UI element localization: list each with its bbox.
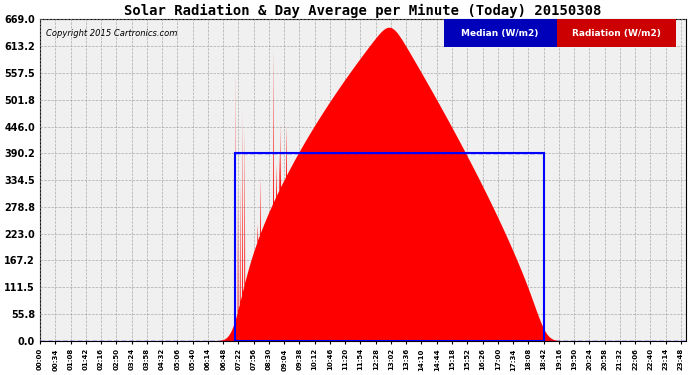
- Title: Solar Radiation & Day Average per Minute (Today) 20150308: Solar Radiation & Day Average per Minute…: [124, 4, 602, 18]
- FancyBboxPatch shape: [557, 20, 676, 47]
- Bar: [235, 153, 544, 340]
- Text: Copyright 2015 Cartronics.com: Copyright 2015 Cartronics.com: [46, 29, 178, 38]
- FancyBboxPatch shape: [444, 20, 557, 47]
- Text: Median (W/m2): Median (W/m2): [462, 28, 539, 38]
- Text: Radiation (W/m2): Radiation (W/m2): [572, 28, 661, 38]
